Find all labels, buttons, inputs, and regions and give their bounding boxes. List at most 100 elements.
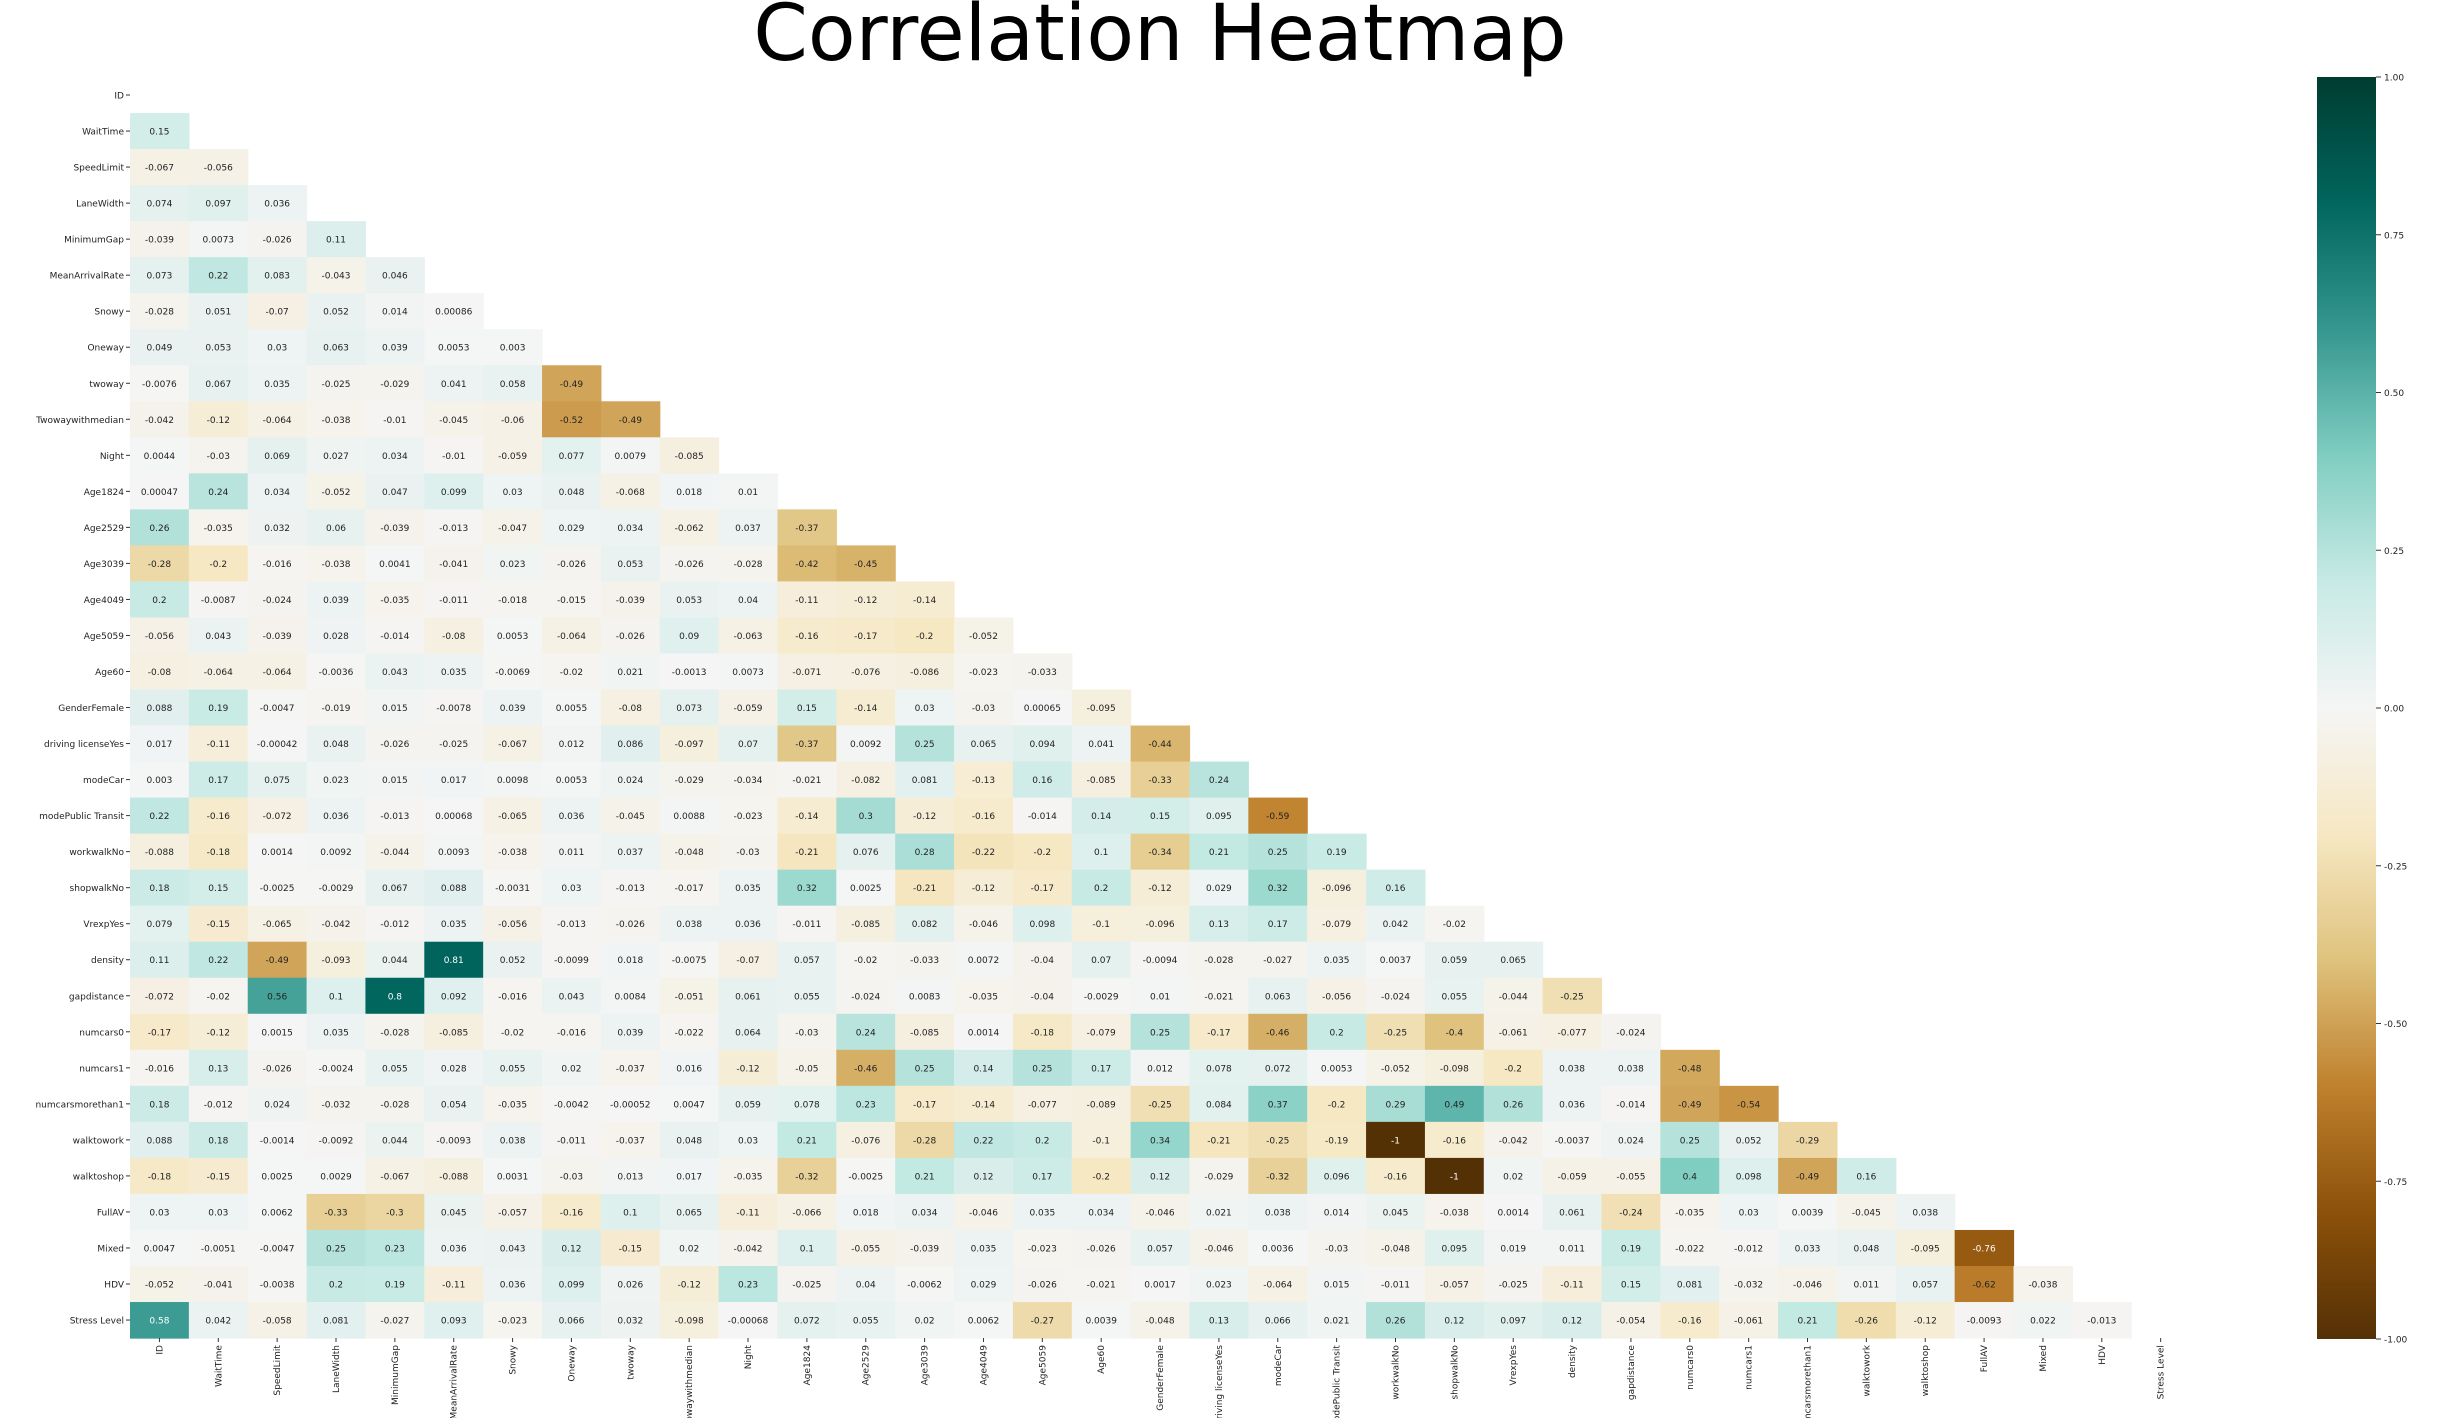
cell-value-label: -0.012	[1734, 1244, 1763, 1254]
heatmap-cell	[895, 1121, 955, 1159]
heatmap-cell	[718, 1121, 779, 1159]
heatmap-cell	[483, 653, 543, 691]
cell-value-label: 0.043	[205, 632, 231, 642]
heatmap-cell	[895, 941, 955, 979]
heatmap-cell	[1130, 1049, 1191, 1087]
heatmap-cell	[483, 545, 543, 583]
heatmap-cell	[365, 509, 425, 546]
heatmap-cell	[365, 545, 425, 583]
cell-value-label: -0.0024	[319, 1064, 354, 1074]
cell-value-label: 0.038	[500, 1136, 526, 1146]
heatmap-cell	[188, 1302, 249, 1339]
cell-value-label: -0.29	[1796, 1136, 1820, 1146]
heatmap-cell	[542, 617, 602, 655]
heatmap-cell	[718, 473, 779, 510]
heatmap-cell	[600, 1157, 661, 1195]
cell-value-label: 0.057	[1147, 1244, 1173, 1254]
cell-value-label: -0.046	[969, 920, 998, 930]
cell-value-label: -0.035	[498, 1100, 527, 1110]
cell-value-label: -0.046	[1793, 1281, 1822, 1291]
heatmap-cell	[1836, 1229, 1897, 1267]
heatmap-cell	[1071, 1265, 1132, 1303]
cell-value-label: 0.076	[853, 848, 879, 858]
cell-value-label: -0.34	[1148, 848, 1172, 858]
cell-value-label: 0.038	[1559, 1064, 1585, 1074]
heatmap-cell	[1424, 1265, 1485, 1303]
x-tick-label: HDV	[2098, 1344, 2108, 1365]
heatmap-cell	[718, 545, 779, 583]
cell-value-label: 0.12	[561, 1244, 581, 1254]
heatmap-cell	[1778, 1265, 1838, 1303]
heatmap-cell	[836, 725, 896, 763]
cell-value-label: -0.14	[854, 704, 878, 714]
heatmap-cell	[130, 365, 190, 402]
cell-value-label: -0.026	[616, 632, 645, 642]
heatmap-cell	[1189, 1049, 1249, 1087]
cell-value-label: 0.024	[1618, 1136, 1644, 1146]
cell-value-label: 0.0053	[438, 344, 470, 354]
heatmap-cell	[306, 977, 367, 1015]
cell-value-label: 0.21	[1209, 848, 1229, 858]
cell-value-label: 0.034	[382, 452, 408, 462]
heatmap-cell	[659, 1193, 720, 1231]
cell-value-label: -0.0069	[495, 668, 530, 678]
heatmap-cell	[1836, 1193, 1897, 1231]
cell-value-label: -0.024	[851, 992, 880, 1002]
cell-value-label: 0.026	[617, 1281, 643, 1291]
cell-value-label: 0.046	[382, 272, 408, 282]
heatmap-cell	[1071, 905, 1132, 943]
heatmap-cell	[1483, 1049, 1544, 1087]
heatmap-cell	[365, 689, 425, 727]
heatmap-cell	[306, 869, 367, 907]
cell-value-label: 0.035	[1324, 956, 1350, 966]
cell-value-label: 0.039	[617, 1028, 643, 1038]
colorbar-tick-label: -0.25	[2384, 862, 2407, 872]
heatmap-cell	[718, 941, 779, 979]
cell-value-label: 0.084	[1206, 1100, 1232, 1110]
cell-value-label: 0.25	[1150, 1028, 1170, 1038]
heatmap-cell	[1248, 1085, 1308, 1123]
cell-value-label: -0.055	[851, 1244, 880, 1254]
heatmap-cell	[1542, 1121, 1603, 1159]
cell-value-label: -0.16	[1678, 1317, 1702, 1327]
cell-value-label: 0.01	[738, 488, 758, 498]
cell-value-label: 0.11	[326, 236, 346, 246]
heatmap-cell	[954, 1193, 1014, 1231]
heatmap-cell	[836, 905, 896, 943]
cell-value-label: -0.034	[734, 776, 763, 786]
cell-value-label: -0.25	[1266, 1136, 1289, 1146]
cell-value-label: 0.072	[1265, 1064, 1291, 1074]
cell-value-label: -0.01	[383, 416, 406, 426]
cell-value-label: 0.14	[973, 1064, 993, 1074]
cell-value-label: 0.25	[326, 1244, 346, 1254]
heatmap-cell	[1012, 1193, 1073, 1231]
heatmap-cell	[1660, 1085, 1720, 1123]
heatmap-cell	[188, 905, 249, 943]
cell-value-label: -0.2	[210, 560, 228, 570]
cell-value-label: -0.08	[148, 668, 172, 678]
cell-value-label: -0.54	[1737, 1100, 1761, 1110]
heatmap-cell	[424, 329, 484, 366]
heatmap-cell	[895, 725, 955, 763]
x-tick-label: walktoshop	[1921, 1345, 1931, 1397]
heatmap-cell	[1778, 1193, 1838, 1231]
cell-value-label: 0.0084	[615, 992, 647, 1002]
cell-value-label: 0.038	[1912, 1208, 1938, 1218]
cell-value-label: 0.028	[441, 1064, 467, 1074]
heatmap-cell	[718, 869, 779, 907]
cell-value-label: -0.28	[913, 1136, 937, 1146]
x-tick-label: shopwalkNo	[1450, 1345, 1460, 1400]
cell-value-label: 0.014	[1324, 1208, 1350, 1218]
heatmap-cell	[718, 1085, 779, 1123]
cell-value-label: 0.048	[559, 488, 585, 498]
heatmap-cell	[483, 797, 543, 835]
heatmap-cell	[600, 1121, 661, 1159]
cell-value-label: -0.016	[557, 1028, 586, 1038]
heatmap-cell	[365, 1302, 425, 1339]
cell-value-label: -0.019	[322, 704, 351, 714]
cell-value-label: -0.16	[1443, 1136, 1467, 1146]
cell-value-label: 0.0092	[320, 848, 352, 858]
heatmap-cell	[542, 1085, 602, 1123]
cell-value-label: -0.11	[442, 1281, 465, 1291]
heatmap-cell	[718, 617, 779, 655]
